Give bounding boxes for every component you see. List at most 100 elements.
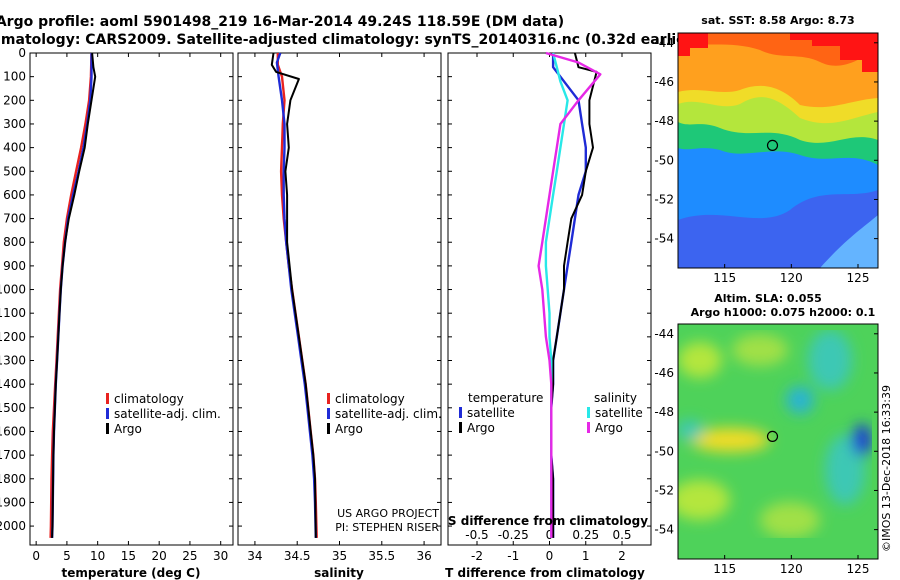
salinity-legend: climatology satellite-adj. clim. Argo US… xyxy=(327,392,442,534)
depth-tick-label: 100 xyxy=(3,70,26,84)
sla-map-field xyxy=(678,324,878,559)
legend-swatch-t-satellite xyxy=(459,407,462,418)
x-tick-label: 25 xyxy=(182,549,197,563)
depth-tick-label: 500 xyxy=(3,164,26,178)
difference-xlabel: T difference from climatology xyxy=(445,566,645,580)
depth-tick-label: 1000 xyxy=(0,283,26,297)
sst-argo-location-marker xyxy=(766,139,779,151)
legend-swatch-climatology xyxy=(106,393,109,404)
imos-timestamp: ©IMOS 13-Dec-2018 16:33:39 xyxy=(880,385,893,552)
map-x-tick-label: 115 xyxy=(713,271,736,285)
sla-map-frame xyxy=(677,323,879,560)
depth-tick-label: 1100 xyxy=(0,306,26,320)
map-x-tick-label: 120 xyxy=(780,271,803,285)
sla-blob xyxy=(678,480,730,520)
map-y-tick-label: -50 xyxy=(654,153,674,167)
depth-tick-label: 900 xyxy=(3,259,26,273)
x-tick-label: -1 xyxy=(507,549,519,563)
x-tick-label: -2 xyxy=(471,549,483,563)
axis-ticks-layer: 0100200300400500600700800900100011001200… xyxy=(0,46,651,563)
x-tick-label: 5 xyxy=(63,549,71,563)
map-x-tick-label: 115 xyxy=(713,562,736,576)
legend-swatch-t-argo xyxy=(459,422,462,433)
x-tick-label: 15 xyxy=(121,549,136,563)
map-y-tick-label: -52 xyxy=(654,483,674,497)
legend-label-satellite: satellite-adj. clim. xyxy=(335,407,442,421)
temperature-panel-frame xyxy=(29,52,234,546)
temperature-xlabel: temperature (deg C) xyxy=(62,566,201,580)
map-y-tick-label: -48 xyxy=(654,405,674,419)
map-y-tick-label: -46 xyxy=(654,75,674,89)
map-y-tick-label: -44 xyxy=(654,36,674,50)
legend-title-temperature: temperature xyxy=(468,391,543,405)
sst-band-deepblue xyxy=(678,190,878,268)
sla-map-subtitle: Argo h1000: 0.075 h2000: 0.1 xyxy=(691,306,876,319)
sla-blob xyxy=(852,424,872,456)
depth-tick-label: 300 xyxy=(3,117,26,131)
depth-tick-label: 2000 xyxy=(0,519,26,533)
sla-blob xyxy=(825,435,865,505)
map-y-tick-label: -54 xyxy=(654,232,674,246)
depth-tick-label: 1700 xyxy=(0,448,26,462)
legend-label-t-satellite: satellite xyxy=(467,406,515,420)
sst-map-title: sat. SST: 8.58 Argo: 8.73 xyxy=(701,14,854,27)
map-x-tick-label: 120 xyxy=(780,562,803,576)
depth-tick-label: 0 xyxy=(18,46,26,60)
sst-map-field xyxy=(678,33,878,268)
legend-title-salinity: salinity xyxy=(594,391,637,405)
difference-legend: temperature salinity satellite Argo sate… xyxy=(459,391,643,435)
sla-blob xyxy=(786,386,814,414)
credit-project: US ARGO PROJECT xyxy=(337,507,439,520)
map-y-tick-label: -48 xyxy=(654,114,674,128)
sst-patch-lightblue xyxy=(820,215,878,268)
x-tick-label: 35 xyxy=(332,549,347,563)
x-tick-label: 30 xyxy=(213,549,228,563)
map-y-tick-label: -54 xyxy=(654,523,674,537)
s-diff-tick-label: -0.25 xyxy=(498,528,529,542)
legend-label-argo: Argo xyxy=(335,422,363,436)
x-tick-label: 0 xyxy=(32,549,40,563)
depth-tick-label: 1400 xyxy=(0,377,26,391)
salinity-xlabel: salinity xyxy=(314,566,364,580)
legend-label-satellite: satellite-adj. clim. xyxy=(114,407,221,421)
map-y-tick-label: -46 xyxy=(654,366,674,380)
legend-swatch-climatology xyxy=(327,393,330,404)
x-tick-label: 0 xyxy=(546,549,554,563)
legend-label-s-satellite: satellite xyxy=(595,406,643,420)
depth-tick-label: 1500 xyxy=(0,401,26,415)
s-diff-tick-label: 0.25 xyxy=(572,528,599,542)
x-tick-label: 10 xyxy=(90,549,105,563)
x-tick-label: 34 xyxy=(247,549,262,563)
sla-argo-location-marker xyxy=(766,430,779,442)
sla-blob xyxy=(678,420,704,440)
depth-tick-label: 1600 xyxy=(0,424,26,438)
profile-line-argo xyxy=(51,52,97,538)
sla-blob xyxy=(690,428,770,452)
x-tick-label: 36 xyxy=(416,549,431,563)
depth-tick-label: 600 xyxy=(3,188,26,202)
map-x-tick-label: 125 xyxy=(847,562,870,576)
x-tick-label: 20 xyxy=(152,549,167,563)
x-tick-label: 2 xyxy=(618,549,626,563)
s-diff-tick-label: 0 xyxy=(546,528,554,542)
figure-title-line1: Argo profile: aoml 5901498_219 16-Mar-20… xyxy=(0,14,564,30)
depth-tick-label: 1900 xyxy=(0,495,26,509)
map-y-tick-label: -44 xyxy=(654,327,674,341)
sla-blob xyxy=(678,342,722,378)
legend-swatch-satellite xyxy=(327,408,330,419)
sst-map-ticks: 115 120 125 -44 -46 -48 -50 -52 -54 xyxy=(654,36,878,285)
sla-blob xyxy=(808,330,852,390)
temperature-legend: climatology satellite-adj. clim. Argo xyxy=(106,392,221,436)
map-y-tick-label: -50 xyxy=(654,444,674,458)
legend-swatch-argo xyxy=(106,423,109,434)
difference-top-label: S difference from climatology xyxy=(448,514,648,528)
depth-tick-label: 1300 xyxy=(0,354,26,368)
profile-line-argo xyxy=(270,52,317,538)
map-x-tick-label: 125 xyxy=(847,271,870,285)
figure-title-line2: Climatology: CARS2009. Satellite-adjuste… xyxy=(0,32,699,48)
sst-patch-red-right xyxy=(790,33,878,72)
x-tick-label: 35.5 xyxy=(368,549,395,563)
depth-tick-label: 1200 xyxy=(0,330,26,344)
legend-label-argo: Argo xyxy=(114,422,142,436)
